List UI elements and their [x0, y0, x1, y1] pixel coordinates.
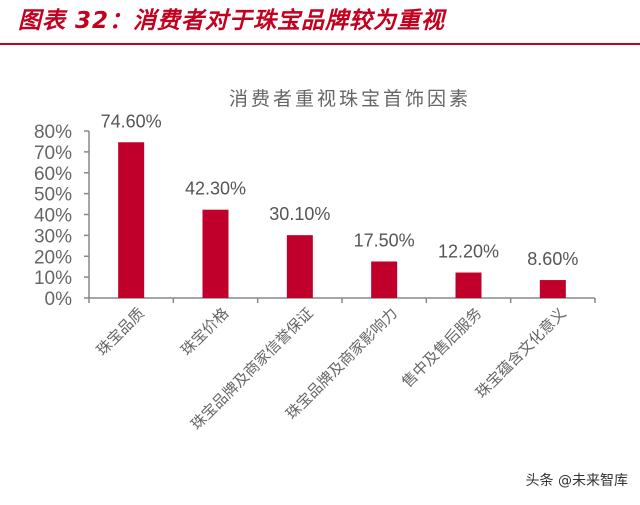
bar: [118, 142, 145, 298]
title-divider: [0, 43, 640, 45]
category-label: 珠宝价格: [177, 304, 232, 359]
y-tick-label: 80%: [34, 122, 72, 143]
y-tick-label: 50%: [34, 185, 72, 206]
data-label: 17.50%: [354, 230, 415, 250]
data-label: 42.30%: [185, 179, 246, 199]
y-tick-label: 10%: [34, 268, 72, 289]
y-tick-label: 30%: [34, 226, 72, 247]
category-label: 售中及售后服务: [398, 304, 485, 391]
bar: [455, 272, 482, 298]
bar: [202, 209, 229, 298]
watermark: 头条 @未来智库: [525, 473, 628, 489]
y-tick-label: 0%: [45, 289, 73, 310]
data-label: 12.20%: [438, 242, 499, 262]
data-label: 30.10%: [269, 204, 330, 224]
y-tick-label: 40%: [34, 206, 72, 227]
category-label: 珠宝蕴含文化意义: [472, 304, 570, 402]
y-tick-label: 60%: [34, 164, 72, 185]
bar: [539, 280, 566, 298]
bar: [286, 235, 313, 298]
data-label: 8.60%: [527, 249, 578, 269]
category-label: 珠宝品质: [93, 304, 148, 359]
bar: [371, 261, 398, 298]
chart-title: 消费者重视珠宝首饰因素: [228, 88, 471, 110]
y-tick-label: 70%: [34, 143, 72, 164]
y-tick-label: 20%: [34, 247, 72, 268]
figure-title: 图表 32：消费者对于珠宝品牌较为重视: [18, 8, 446, 34]
data-label: 74.60%: [101, 111, 162, 131]
